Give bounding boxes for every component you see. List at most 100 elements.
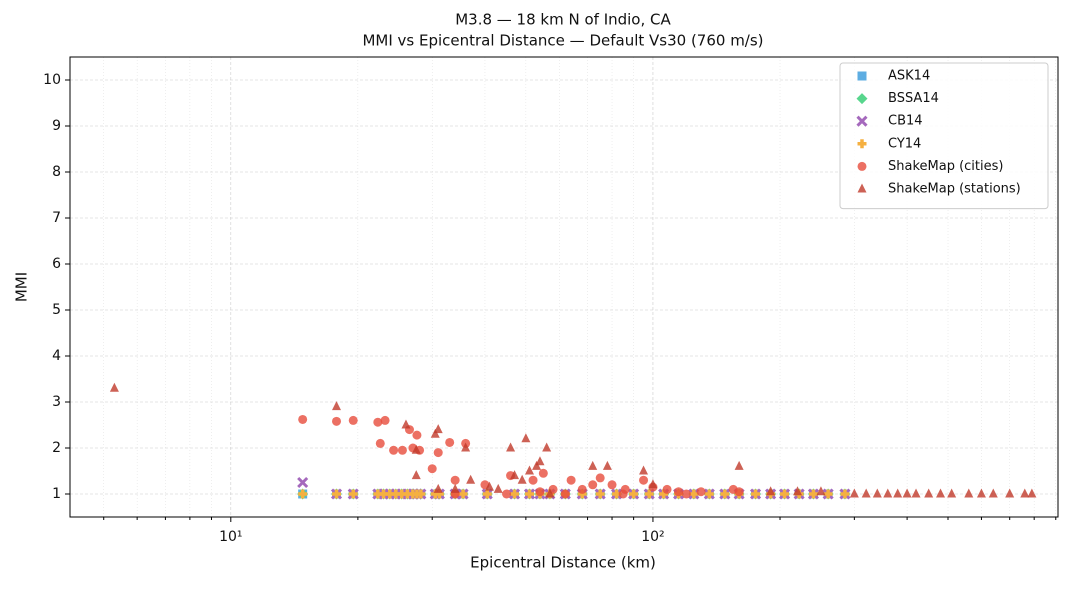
marks (109, 382, 1037, 500)
legend-label: ASK14 (888, 69, 930, 84)
marker-plus (751, 489, 761, 499)
marker-square (857, 71, 867, 81)
marker-circle (595, 473, 605, 483)
marker-plus (780, 489, 790, 499)
marker-circle (538, 468, 548, 478)
marker-triangle (542, 442, 552, 452)
marker-triangle (411, 444, 421, 454)
y-tick-label: 4 (52, 348, 61, 364)
marker-triangle (430, 428, 440, 438)
marker-circle (332, 416, 342, 426)
marker-plus (720, 489, 730, 499)
marker-triangle (1005, 488, 1015, 498)
marker-plus (416, 489, 426, 499)
marker-circle (450, 475, 460, 485)
y-tick-label: 6 (52, 256, 61, 272)
y-tick-label: 9 (52, 118, 61, 134)
marker-circle (681, 489, 691, 499)
plot-frame (69, 56, 1059, 518)
marker-circle (560, 489, 570, 499)
y-tick-label: 7 (52, 210, 61, 226)
marker-circle (618, 489, 628, 499)
marker-triangle (861, 488, 871, 498)
marker-triangle (883, 488, 893, 498)
marker-triangle (849, 488, 859, 498)
marker-triangle (602, 460, 612, 470)
marker-circle (607, 480, 617, 490)
marker-circle (375, 438, 385, 448)
marker-triangle (461, 442, 471, 452)
marker-x (856, 115, 868, 127)
marker-triangle (766, 486, 776, 496)
legend-label: BSSA14 (888, 91, 939, 106)
marker-triangle (506, 442, 516, 452)
marker-x (297, 476, 309, 489)
marker-triangle (517, 474, 527, 484)
marker-plus (458, 489, 468, 499)
y-tick-label: 1 (52, 486, 61, 502)
legend-label: CB14 (888, 114, 923, 129)
y-axis-label: MMI (13, 272, 31, 302)
marker-triangle (816, 486, 826, 496)
marker-triangle (893, 488, 903, 498)
y-tick-label: 10 (43, 72, 61, 88)
marker-triangle (911, 488, 921, 498)
marker-circle (412, 430, 422, 440)
marker-triangle (466, 474, 476, 484)
marker-triangle (947, 488, 957, 498)
marker-triangle (535, 456, 545, 466)
marker-circle (528, 475, 538, 485)
marker-circle (445, 437, 455, 447)
marker-circle (696, 487, 706, 497)
x-axis-label: Epicentral Distance (km) (470, 554, 656, 572)
marker-plus (298, 489, 308, 499)
x-tick-label: 10² (641, 529, 664, 545)
marker-circle (566, 475, 576, 485)
marker-plus (629, 489, 639, 499)
marker-circle (389, 445, 399, 455)
marker-triangle (639, 465, 649, 475)
marker-circle (857, 161, 867, 171)
marker-plus (332, 489, 342, 499)
marker-triangle (792, 486, 802, 496)
marker-circle (380, 415, 390, 425)
marker-plus (857, 139, 867, 149)
marker-triangle (545, 488, 555, 498)
marker-triangle (734, 460, 744, 470)
marker-plus (840, 489, 850, 499)
axes: 1 2 3 4 5 6 7 8 9 10 10¹ 10² (43, 72, 1057, 545)
marker-triangle (484, 481, 494, 491)
grid (70, 57, 1058, 517)
legend-label: CY14 (888, 136, 921, 151)
marker-plus (823, 489, 833, 499)
marker-triangle (964, 488, 974, 498)
marker-circle (639, 475, 649, 485)
marker-triangle (450, 483, 460, 493)
marker-triangle (524, 465, 534, 475)
marker-triangle (857, 183, 867, 193)
marker-triangle (401, 419, 411, 429)
marker-triangle (976, 488, 986, 498)
marker-plus (482, 489, 492, 499)
marker-plus (510, 489, 520, 499)
marker-triangle (1020, 488, 1030, 498)
legend-label: ShakeMap (stations) (888, 182, 1021, 197)
marker-triangle (936, 488, 946, 498)
legend-label: ShakeMap (cities) (888, 159, 1003, 174)
marker-circle (662, 484, 672, 494)
marker-triangle (532, 460, 542, 470)
y-tick-label: 5 (52, 302, 61, 318)
marker-circle (427, 464, 437, 474)
chart-title: M3.8 — 18 km N of Indio, CA (455, 11, 671, 29)
marker-circle (298, 414, 308, 424)
marker-triangle (988, 488, 998, 498)
marker-circle (373, 417, 383, 427)
marker-circle (502, 489, 512, 499)
marker-circle (535, 487, 545, 497)
marker-triangle (521, 433, 531, 443)
marker-diamond (856, 93, 868, 105)
legend: ASK14 BSSA14 CB14 CY14 ShakeMap (cities) Shak… (839, 62, 1049, 210)
marker-triangle (109, 382, 119, 392)
